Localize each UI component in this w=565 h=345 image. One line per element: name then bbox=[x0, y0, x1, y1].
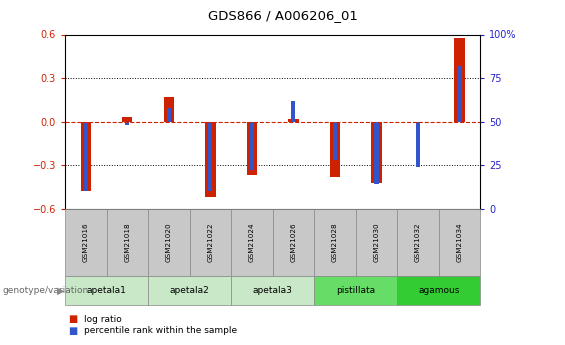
Bar bbox=[250, 122, 254, 170]
Text: GSM21026: GSM21026 bbox=[290, 223, 297, 262]
Text: apetala3: apetala3 bbox=[253, 286, 293, 295]
Text: ▶: ▶ bbox=[56, 285, 64, 295]
Text: GSM21016: GSM21016 bbox=[82, 223, 89, 262]
Text: GSM21020: GSM21020 bbox=[166, 223, 172, 262]
Text: percentile rank within the sample: percentile rank within the sample bbox=[84, 326, 237, 335]
Text: log ratio: log ratio bbox=[84, 315, 121, 324]
Text: GSM21022: GSM21022 bbox=[207, 223, 214, 262]
Bar bbox=[292, 101, 295, 122]
Bar bbox=[330, 122, 340, 177]
Bar bbox=[81, 122, 91, 191]
Text: GDS866 / A006206_01: GDS866 / A006206_01 bbox=[207, 9, 358, 22]
Bar bbox=[208, 122, 212, 191]
Bar bbox=[375, 122, 379, 184]
Text: GSM21028: GSM21028 bbox=[332, 223, 338, 262]
Bar bbox=[333, 122, 337, 160]
Text: GSM21034: GSM21034 bbox=[457, 223, 463, 262]
Bar bbox=[125, 122, 129, 125]
Bar bbox=[454, 38, 464, 122]
Text: GSM21030: GSM21030 bbox=[373, 223, 380, 262]
Text: pistillata: pistillata bbox=[336, 286, 375, 295]
Bar bbox=[371, 122, 381, 183]
Text: apetala2: apetala2 bbox=[170, 286, 210, 295]
Bar bbox=[164, 97, 174, 122]
Bar bbox=[288, 119, 298, 122]
Text: ■: ■ bbox=[68, 326, 77, 335]
Bar bbox=[416, 122, 420, 167]
Text: GSM21032: GSM21032 bbox=[415, 223, 421, 262]
Bar bbox=[205, 122, 215, 197]
Bar bbox=[247, 122, 257, 175]
Text: GSM21018: GSM21018 bbox=[124, 223, 131, 262]
Bar bbox=[167, 108, 171, 122]
Bar bbox=[458, 66, 462, 122]
Text: agamous: agamous bbox=[418, 286, 459, 295]
Bar bbox=[122, 117, 132, 122]
Text: apetala1: apetala1 bbox=[86, 286, 127, 295]
Bar bbox=[84, 122, 88, 191]
Text: ■: ■ bbox=[68, 314, 77, 324]
Text: genotype/variation: genotype/variation bbox=[3, 286, 89, 295]
Text: GSM21024: GSM21024 bbox=[249, 223, 255, 262]
